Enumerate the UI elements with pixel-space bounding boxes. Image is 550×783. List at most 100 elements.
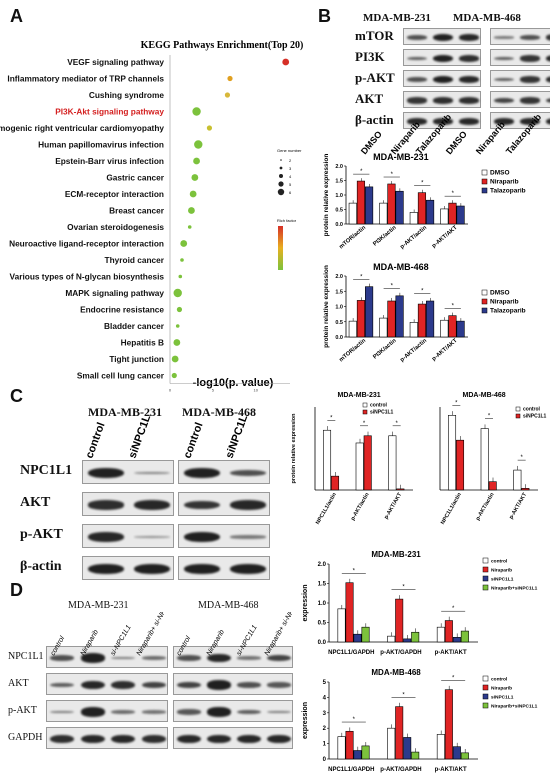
kegg-x-tick: 10	[253, 388, 258, 393]
blot-band	[406, 77, 428, 82]
blot-membrane-strip	[403, 70, 481, 87]
blot-band	[519, 55, 541, 62]
blot-band	[406, 56, 428, 61]
kegg-pathway-label: Bladder cancer	[104, 321, 165, 331]
blot-band	[80, 707, 105, 717]
chart-sig-mark: *	[421, 289, 424, 295]
blot-membrane-strip	[82, 524, 174, 548]
chart-bar	[363, 435, 372, 491]
chart-bar	[365, 186, 374, 225]
blot-membrane-strip	[490, 28, 550, 45]
chart-y-tick-label: 2.0	[318, 562, 327, 568]
blot-band	[545, 76, 550, 83]
kegg-bubble-chart: KEGG Pathways Enrichment(Top 20) -log10(…	[0, 40, 303, 393]
chart-legend-label: siNPC1L1	[370, 410, 394, 416]
chart-bar	[460, 630, 469, 643]
blot-d-cell-label: MDA-MB-231	[68, 600, 129, 611]
blot-band	[141, 656, 166, 660]
chart-bar	[448, 315, 457, 338]
kegg-bubble	[187, 225, 192, 229]
chart-sig-mark: *	[452, 675, 455, 681]
kegg-size-legend-dot	[280, 159, 282, 161]
chart-bar	[426, 300, 435, 338]
kegg-xlabel: -log10(p. value)	[193, 377, 274, 389]
blot-b-cell-label: MDA-MB-231	[363, 12, 431, 24]
panel-letter-a: A	[10, 6, 23, 26]
blot-band	[50, 682, 75, 688]
chart-sig-mark: *	[402, 585, 405, 591]
chart-legend-swatch	[481, 178, 488, 185]
kegg-bubble	[176, 306, 183, 313]
chart-bar	[513, 469, 522, 491]
blot-c-cell-label: MDA-MB-468	[182, 405, 256, 419]
chart-category-label: p-AKT/AKT	[508, 491, 528, 520]
kegg-bubble	[191, 174, 199, 181]
kegg-size-legend-dot	[279, 174, 283, 178]
chart-legend-label: Talazoparib	[490, 188, 526, 195]
kegg-pathway-label: Endocrine resistance	[80, 305, 164, 315]
blot-band	[87, 532, 125, 542]
chart-y-tick-label: 0.5	[318, 621, 327, 627]
blot-membrane-strip	[46, 700, 168, 722]
chart-bar	[403, 638, 412, 643]
blot-band	[458, 55, 480, 62]
chart-y-tick-label: 2.0	[335, 274, 343, 280]
kegg-bubble	[173, 288, 182, 298]
chart-legend-label: DMSO	[490, 290, 510, 297]
chart-bar	[452, 637, 461, 643]
chart-legend-swatch	[481, 169, 488, 176]
blot-membrane-strip	[490, 49, 550, 66]
kegg-bubble	[171, 355, 179, 363]
blot-band	[237, 734, 261, 744]
chart-bar	[387, 300, 396, 338]
blot-band	[183, 531, 221, 543]
kegg-bubble	[180, 240, 188, 247]
kegg-color-legend	[278, 226, 283, 270]
chart-bar	[331, 475, 340, 491]
chart-sig-mark: *	[452, 606, 455, 612]
kegg-bubble	[178, 274, 183, 279]
chart-y-tick-label: 3	[323, 711, 327, 717]
chart-bar	[417, 192, 427, 225]
blot-membrane-strip	[403, 49, 481, 66]
chart-category-label: mTOR/actin	[338, 338, 367, 364]
blot-band	[50, 734, 75, 744]
blot-protein-label: p-AKT	[20, 526, 63, 542]
chart-y-tick-label: 1.5	[318, 582, 327, 588]
blot-band	[177, 681, 201, 689]
chart-bar	[488, 481, 497, 491]
chart-legend-swatch	[482, 557, 489, 564]
blot-membrane-strip	[403, 91, 481, 108]
chart-bar	[356, 300, 366, 338]
chart-sig-mark: *	[520, 455, 523, 461]
chart-bar	[387, 635, 396, 643]
chart-title: MDA-MB-468	[373, 262, 429, 272]
chart-sig-mark: *	[353, 568, 356, 574]
chart-sig-mark: *	[488, 414, 491, 420]
panel-letter-d: D	[10, 580, 23, 600]
chart-bar	[337, 608, 346, 643]
blot-band	[229, 535, 267, 539]
panel-letter-b: B	[318, 6, 331, 26]
kegg-pathway-label: Thyroid cancer	[105, 255, 165, 265]
chart-bar	[395, 190, 404, 225]
blot-band	[133, 471, 171, 475]
chart-legend-label: Niraparib+siNPC1L1	[491, 586, 538, 592]
chart-category-label: p-AKT/actin	[350, 491, 371, 521]
kegg-bubble	[224, 92, 231, 98]
chart-category-label: p-AKT/AKT	[431, 338, 459, 363]
chart-legend-label: siNPC1L1	[491, 695, 514, 701]
blot-c: MDA-MB-231 MDA-MB-468 NPC1L1 AKT p-AKT β-ac…	[20, 405, 280, 580]
chart-ylabel: expression	[302, 702, 309, 739]
chart-bar	[348, 202, 357, 225]
chart-y-tick-label: 2.0	[335, 164, 343, 170]
blot-c-cell-label: MDA-MB-231	[88, 405, 162, 419]
chart-bar	[379, 202, 388, 225]
kegg-x-tick: 5	[212, 388, 215, 393]
chart-d-mda231: MDA-MB-231 expression 0.0 0.5 1.0 1.5 2.0 NPC1L…	[302, 550, 538, 656]
chart-bar	[411, 751, 420, 760]
kegg-pathway-label: ECM-receptor interaction	[65, 189, 164, 199]
blot-band	[458, 76, 480, 83]
chart-bar	[480, 428, 489, 491]
blot-membrane-strip	[178, 492, 270, 516]
